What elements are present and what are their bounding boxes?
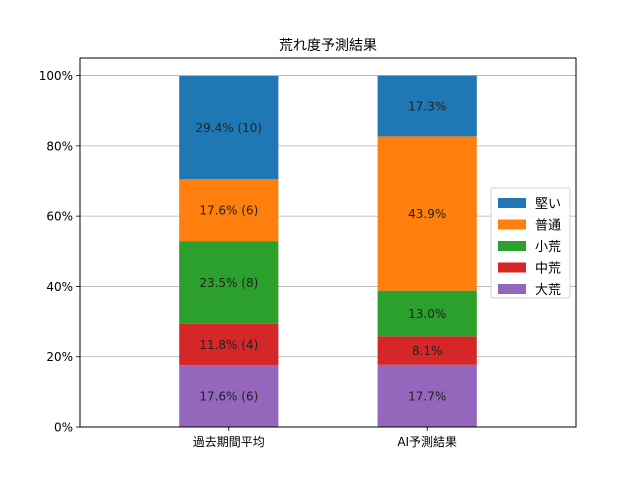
bar-segment	[377, 336, 477, 365]
y-tick-label: 100%	[39, 69, 73, 83]
y-tick-label: 60%	[46, 210, 73, 224]
data-label: 17.6% (6)	[199, 390, 258, 404]
x-tick-label: 過去期間平均	[193, 435, 265, 449]
y-tick-label: 40%	[46, 280, 73, 294]
data-label: 8.1%	[412, 344, 443, 358]
legend-label: 堅い	[535, 197, 561, 212]
data-label: 43.9%	[408, 207, 446, 221]
data-label: 17.7%	[408, 389, 446, 403]
bar-segment	[179, 75, 279, 180]
y-tick-label: 80%	[46, 139, 73, 153]
legend-label: 大荒	[535, 283, 561, 298]
x-tick-label: AI予測結果	[397, 435, 457, 449]
bar-segment	[179, 365, 279, 427]
legend-swatch	[498, 219, 526, 230]
bar-segment	[377, 290, 477, 337]
legend-swatch	[498, 198, 526, 208]
bar-segment	[179, 179, 279, 242]
legend-label: 普通	[535, 219, 561, 234]
y-tick-label: 20%	[46, 350, 73, 364]
bar-segment	[179, 241, 279, 324]
bar-segment	[179, 323, 279, 366]
data-label: 17.3%	[408, 99, 446, 113]
y-tick-label: 0%	[54, 421, 73, 435]
bar-segment	[377, 75, 477, 137]
data-label: 13.0%	[408, 307, 446, 321]
bar-segment	[377, 136, 477, 291]
data-label: 17.6% (6)	[199, 204, 258, 218]
legend-label: 小荒	[535, 240, 561, 255]
legend-swatch	[498, 262, 526, 273]
legend-swatch	[498, 284, 526, 294]
chart-title: 荒れ度予測結果	[279, 38, 377, 54]
data-label: 23.5% (8)	[199, 276, 258, 290]
plot-frame	[79, 57, 577, 428]
bar-segment	[377, 364, 477, 427]
legend-swatch	[498, 241, 526, 251]
data-label: 11.8% (4)	[199, 338, 258, 352]
data-label: 29.4% (10)	[196, 121, 263, 135]
legend-label: 中荒	[535, 262, 561, 277]
